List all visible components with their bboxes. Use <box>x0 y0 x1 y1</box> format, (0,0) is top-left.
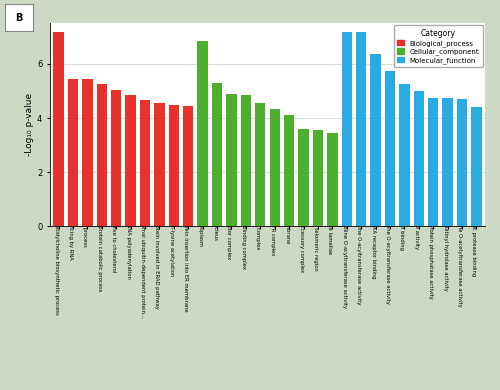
Bar <box>96 84 107 226</box>
Bar <box>384 71 395 226</box>
Bar <box>240 95 251 226</box>
Bar <box>327 133 338 226</box>
Bar <box>126 95 136 226</box>
Bar <box>370 55 380 226</box>
Bar <box>399 84 409 226</box>
Bar <box>342 32 352 226</box>
Bar <box>312 130 323 226</box>
Bar <box>471 107 482 226</box>
Bar <box>442 98 452 226</box>
Bar <box>183 106 194 226</box>
Bar <box>54 32 64 226</box>
Text: B: B <box>15 12 22 23</box>
Bar <box>168 105 179 226</box>
Bar <box>198 41 208 226</box>
Bar <box>298 129 308 226</box>
Bar <box>356 32 366 226</box>
Bar <box>226 94 236 226</box>
Legend: Biological_process, Cellular_component, Molecular_function: Biological_process, Cellular_component, … <box>394 25 483 67</box>
Bar <box>428 98 438 226</box>
Bar <box>457 99 467 226</box>
Bar <box>82 79 92 226</box>
Bar <box>111 90 122 226</box>
Bar <box>270 108 280 226</box>
Bar <box>154 103 164 226</box>
Bar <box>140 101 150 226</box>
Y-axis label: -Log₁₀ p-value: -Log₁₀ p-value <box>25 93 34 156</box>
Bar <box>212 83 222 226</box>
Bar <box>414 91 424 226</box>
Bar <box>255 103 266 226</box>
Bar <box>284 115 294 226</box>
Bar <box>68 79 78 226</box>
